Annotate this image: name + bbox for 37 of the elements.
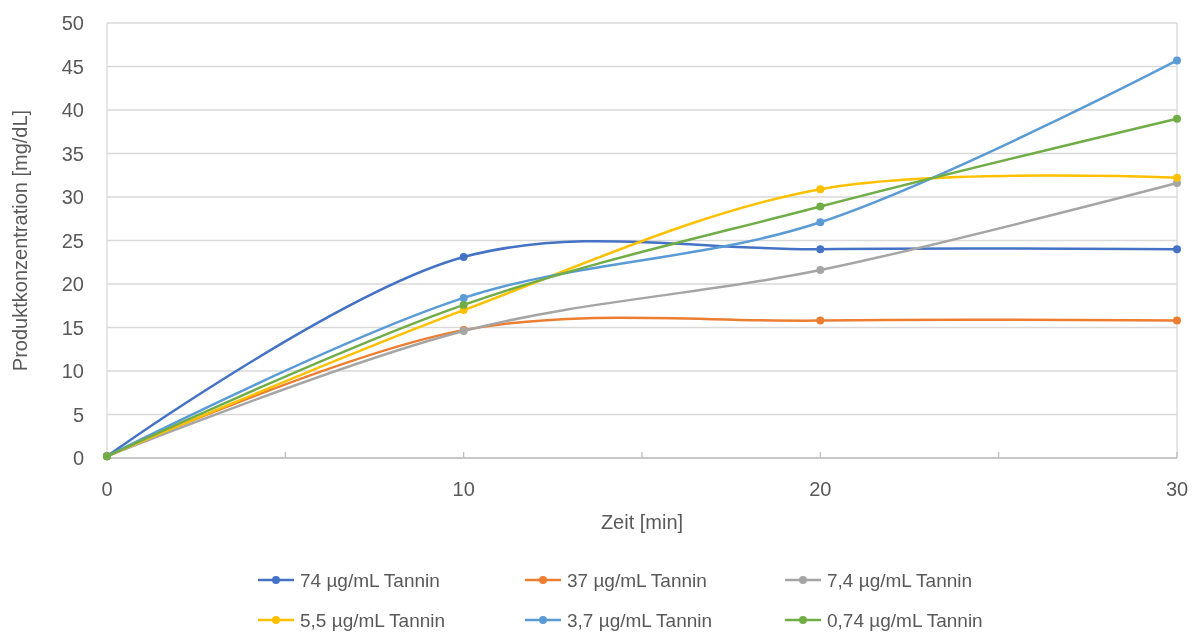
y-tick-label: 30 bbox=[61, 186, 84, 208]
point bbox=[459, 300, 468, 309]
x-axis-title: Zeit [min] bbox=[600, 511, 684, 533]
y-tick-label: 20 bbox=[61, 273, 84, 295]
legend-label: 3,7 µg/mL Tannin bbox=[567, 610, 713, 631]
y-tick-label: 5 bbox=[72, 403, 84, 426]
x-tick-label: 20 bbox=[809, 478, 832, 500]
point bbox=[816, 185, 825, 194]
point bbox=[459, 253, 468, 262]
point bbox=[816, 202, 825, 211]
point bbox=[1173, 245, 1181, 254]
point bbox=[459, 293, 468, 302]
point bbox=[816, 218, 825, 227]
x-tick-label: 10 bbox=[452, 478, 475, 500]
point bbox=[1173, 316, 1181, 325]
x-tick-label: 30 bbox=[1165, 478, 1189, 500]
point bbox=[1173, 114, 1181, 123]
y-tick-label: 50 bbox=[61, 12, 84, 34]
y-tick-label: 15 bbox=[61, 316, 84, 339]
point bbox=[816, 266, 825, 275]
y-tick-label: 45 bbox=[61, 55, 84, 78]
legend-label: 37 µg/mL Tannin bbox=[567, 570, 707, 591]
y-tick-label: 25 bbox=[61, 229, 84, 252]
legend-label: 74 µg/mL Tannin bbox=[300, 570, 440, 591]
y-tick-label: 40 bbox=[61, 99, 84, 121]
point bbox=[816, 245, 825, 254]
legend-label: 7,4 µg/mL Tannin bbox=[827, 570, 973, 591]
legend-label: 5,5 µg/mL Tannin bbox=[300, 610, 446, 631]
y-axis-title: Produktkonzentration [mg/dL] bbox=[9, 109, 31, 372]
y-tick-label: 35 bbox=[61, 142, 84, 165]
y-tick-label: 0 bbox=[72, 447, 84, 469]
x-tick-label: 0 bbox=[101, 478, 113, 500]
point bbox=[1173, 56, 1181, 65]
legend-label: 0,74 µg/mL Tannin bbox=[827, 610, 983, 631]
point bbox=[816, 316, 825, 325]
y-tick-label: 10 bbox=[61, 360, 84, 382]
point bbox=[1173, 173, 1181, 182]
